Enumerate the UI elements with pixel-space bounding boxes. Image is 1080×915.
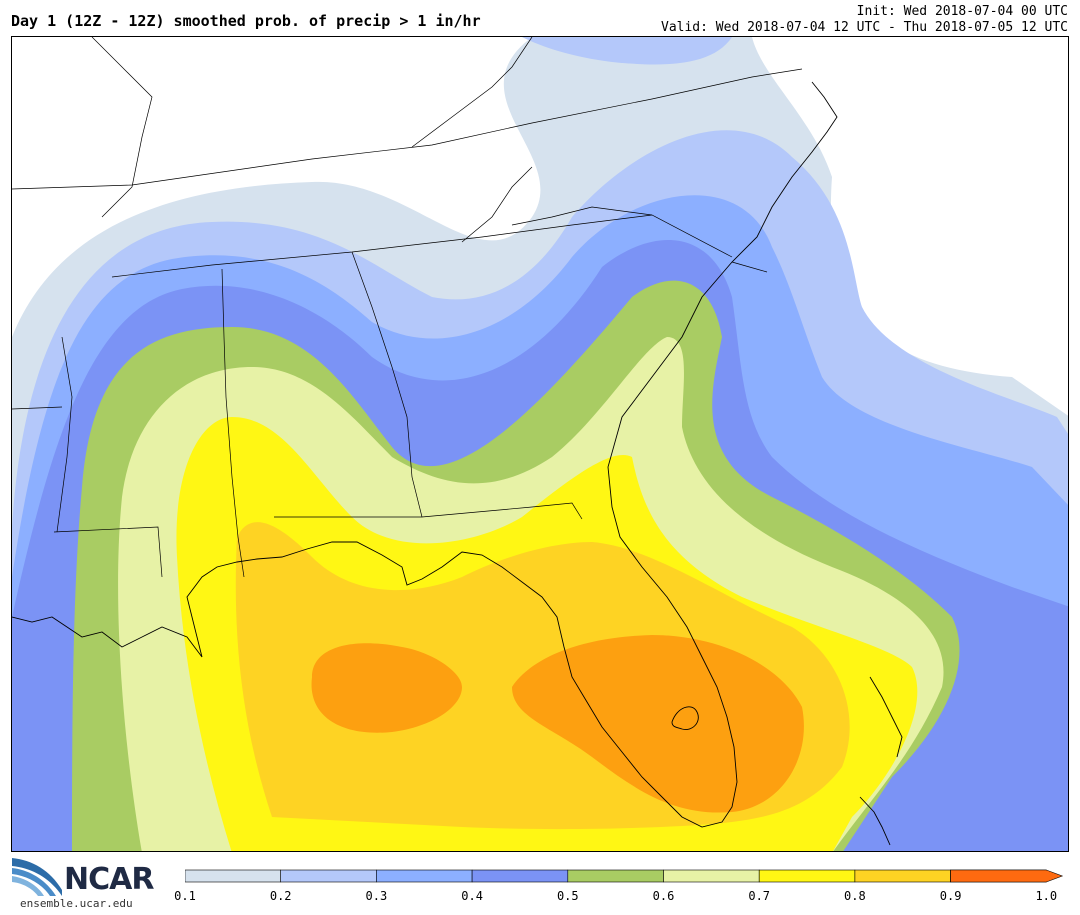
colorbar-segment [376,869,473,883]
colorbar-tick-label: 1.0 [1035,889,1058,903]
colorbar-tick-label: 0.3 [365,889,388,903]
map-canvas [12,37,1068,851]
probability-map [11,36,1069,852]
coastlines [12,81,903,846]
ncar-swoosh-icon [12,858,62,896]
colorbar-segment [758,869,856,883]
state-borders [12,37,803,578]
map-title: Day 1 (12Z - 12Z) smoothed prob. of prec… [11,12,481,30]
colorbar-segment [280,869,377,883]
colorbar-segment [471,869,569,883]
forecast-times: Init: Wed 2018-07-04 00 UTC Valid: Wed 2… [661,4,1068,36]
colorbar-arrow [950,869,1064,883]
colorbar-segment [185,869,281,883]
colorbar-tick-label: 0.4 [461,889,483,903]
colorbar-tick-label: 0.5 [556,889,579,903]
colorbar-tick-label: 0.6 [652,889,675,903]
colorbar-segment [854,869,951,883]
colorbar [185,869,1064,883]
colorbar-segment [567,869,664,883]
prob-band-0.9 [311,635,804,813]
init-time: Init: Wed 2018-07-04 00 UTC [856,4,1068,19]
colorbar-tick-label: 0.1 [174,889,196,903]
ncar-wordmark: NCAR [64,862,154,897]
colorbar-segment [663,869,760,883]
colorbar-tick-label: 0.7 [748,889,771,903]
colorbar-tick-label: 0.8 [844,889,866,903]
colorbar-tick-label: 0.2 [269,889,292,903]
valid-time: Valid: Wed 2018-07-04 12 UTC - Thu 2018-… [661,20,1068,35]
ncar-url: ensemble.ucar.edu [20,897,133,910]
colorbar-tick-label: 0.9 [939,889,962,903]
